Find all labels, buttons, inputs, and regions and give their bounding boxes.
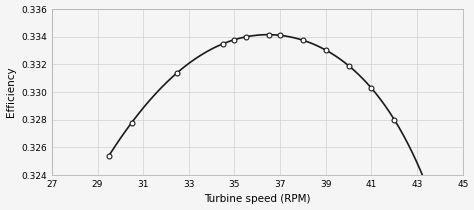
- X-axis label: Turbine speed (RPM): Turbine speed (RPM): [204, 194, 310, 205]
- Y-axis label: Efficiency: Efficiency: [6, 67, 16, 117]
